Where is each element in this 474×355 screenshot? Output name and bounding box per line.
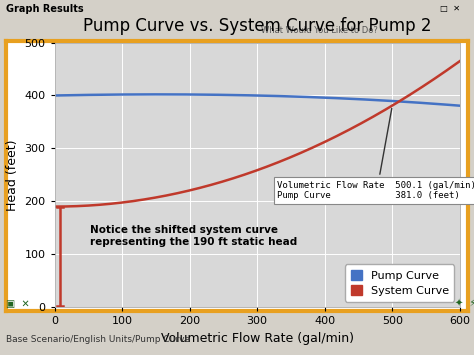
Pump Curve [308, 95, 313, 99]
System Curve [457, 59, 463, 63]
System Curve [100, 202, 106, 207]
Text: ✦  ⚡: ✦ ⚡ [455, 299, 474, 309]
Line: System Curve: System Curve [55, 61, 460, 207]
Text: □  ✕: □ ✕ [440, 4, 460, 13]
Text: Base Scenario/English Units/Pump Curve: Base Scenario/English Units/Pump Curve [6, 335, 190, 344]
Text: What Would You Like to Do?: What Would You Like to Do? [261, 26, 378, 35]
System Curve [344, 129, 350, 133]
Pump Curve [100, 93, 106, 97]
Pump Curve [155, 92, 161, 97]
Pump Curve [213, 93, 219, 97]
Text: Notice the shifted system curve
representing the 190 ft static head: Notice the shifted system curve represen… [90, 225, 297, 247]
Pump Curve [457, 104, 463, 108]
Pump Curve [52, 93, 57, 98]
Pump Curve [345, 97, 351, 101]
Title: Pump Curve vs. System Curve for Pump 2: Pump Curve vs. System Curve for Pump 2 [83, 17, 431, 36]
Text: Graph Results: Graph Results [6, 4, 83, 14]
System Curve [346, 127, 352, 132]
Text: ▣  ✕: ▣ ✕ [6, 299, 29, 309]
Line: Pump Curve: Pump Curve [55, 94, 460, 106]
Pump Curve [347, 97, 353, 101]
Legend: Pump Curve, System Curve: Pump Curve, System Curve [345, 264, 454, 301]
X-axis label: Volumetric Flow Rate (gal/min): Volumetric Flow Rate (gal/min) [161, 332, 354, 345]
System Curve [307, 147, 312, 151]
Pump Curve [185, 92, 191, 97]
Y-axis label: Head (feet): Head (feet) [6, 139, 19, 211]
System Curve [212, 182, 218, 186]
System Curve [184, 189, 190, 193]
System Curve [52, 204, 57, 209]
Text: Volumetric Flow Rate  500.1 (gal/min)
Pump Curve            381.0 (feet): Volumetric Flow Rate 500.1 (gal/min) Pum… [277, 108, 474, 201]
